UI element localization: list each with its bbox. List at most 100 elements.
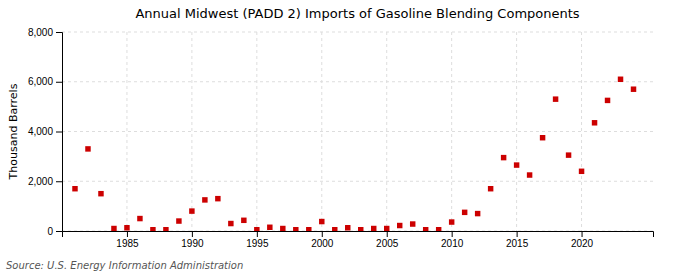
x-grid-line (256, 32, 257, 231)
point (254, 227, 259, 231)
point (267, 225, 272, 230)
y-grid-line (62, 131, 653, 132)
point (501, 155, 506, 160)
y-axis: 0 2,000 4,000 6,000 8,000 (28, 27, 63, 237)
point (462, 210, 467, 215)
point (566, 152, 571, 157)
point (293, 227, 298, 231)
y-grid-line (62, 32, 653, 33)
x-tick-label: 2000 (311, 238, 334, 249)
chart: 1985 1990 1995 2000 2005 2010 2015 2020 0 2,000 4,… (0, 0, 675, 275)
point (202, 197, 207, 202)
y-tick-label: 6,000 (28, 76, 53, 87)
point (631, 86, 636, 91)
x-tick-label: 1985 (116, 238, 139, 249)
point (189, 208, 194, 213)
y-tick-mark (56, 32, 62, 33)
point (579, 169, 584, 174)
y-tick: 2,000 (28, 176, 62, 187)
x-tick-label: 1995 (246, 238, 269, 249)
x-grid-line (321, 32, 322, 231)
point (163, 227, 168, 231)
x-tick: 1995 (246, 231, 269, 249)
point (592, 120, 597, 125)
point (514, 162, 519, 167)
grid (62, 32, 653, 231)
point (150, 227, 155, 231)
x-tick-label: 2005 (376, 238, 399, 249)
point (111, 226, 116, 231)
y-tick: 6,000 (28, 76, 62, 87)
point (319, 219, 324, 224)
x-tick: 2000 (311, 231, 334, 249)
point (124, 225, 129, 230)
x-tick-mark (517, 231, 518, 237)
x-tick-label: 2020 (571, 238, 594, 249)
point (345, 225, 350, 230)
point (358, 227, 363, 231)
x-grid-line (386, 32, 387, 231)
x-tick: 2005 (376, 231, 399, 249)
point (527, 172, 532, 177)
y-grid-line (62, 81, 653, 82)
x-tick: 2020 (571, 231, 594, 249)
x-tick-mark (582, 231, 583, 237)
x-axis: 1985 1990 1995 2000 2005 2010 2015 2020 (63, 231, 654, 249)
point (98, 191, 103, 196)
point (85, 146, 90, 151)
point (215, 196, 220, 201)
point (72, 186, 77, 191)
point (384, 226, 389, 231)
point (332, 227, 337, 231)
point (618, 77, 623, 82)
x-tick-label: 1990 (181, 238, 204, 249)
y-axis-title: Thousand Barrels (7, 83, 20, 180)
x-tick-mark (257, 231, 258, 237)
point (176, 218, 181, 223)
y-tick-label: 4,000 (28, 126, 53, 137)
point (553, 96, 558, 101)
y-tick-label: 0 (47, 226, 53, 237)
y-grid-line (62, 181, 653, 182)
x-grid-line (581, 32, 582, 231)
point (540, 135, 545, 140)
y-tick: 4,000 (28, 126, 62, 137)
y-tick-label: 2,000 (28, 176, 53, 187)
annotation: Source: U.S. Energy Information Administ… (6, 260, 243, 271)
x-tick-label: 2015 (506, 238, 529, 249)
point (306, 227, 311, 231)
point (241, 218, 246, 223)
x-tick: 2010 (441, 231, 464, 249)
point (605, 98, 610, 103)
point (488, 186, 493, 191)
y-tick-label: 8,000 (28, 27, 53, 38)
x-grid-line (451, 32, 452, 231)
y-tick: 0 (47, 226, 62, 237)
plot-area: 1985 1990 1995 2000 2005 2010 2015 2020 0 2,000 4,… (28, 27, 654, 249)
x-tick-mark (192, 231, 193, 237)
point (371, 226, 376, 231)
y-tick-mark (56, 231, 62, 232)
x-tick: 1990 (181, 231, 204, 249)
y-axis-line (56, 33, 63, 232)
x-grid-line (191, 32, 192, 231)
points (72, 77, 636, 231)
x-grid-line (516, 32, 517, 231)
y-tick-mark (56, 82, 62, 83)
point (449, 219, 454, 224)
x-tick-mark (127, 231, 128, 237)
point (410, 221, 415, 226)
point (475, 211, 480, 216)
x-grid-line (126, 32, 127, 231)
point (228, 221, 233, 226)
x-tick-label: 2010 (441, 238, 464, 249)
y-tick-mark (56, 132, 62, 133)
x-axis-line (63, 232, 654, 238)
point (436, 227, 441, 231)
point (280, 226, 285, 231)
x-tick-mark (452, 231, 453, 237)
x-tick-mark (322, 231, 323, 237)
point (397, 223, 402, 228)
title: Annual Midwest (PADD 2) Imports of Gasol… (135, 6, 579, 21)
point (423, 227, 428, 231)
